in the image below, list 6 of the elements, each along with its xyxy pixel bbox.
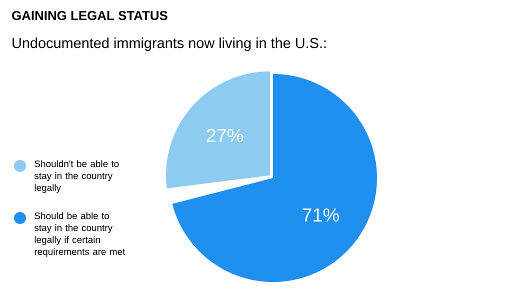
legend-label: Should be able to stay in the country legally if certain requirements are met xyxy=(34,212,126,257)
chart-subtitle: Undocumented immigrants now living in the U.S.: xyxy=(12,38,326,51)
chart-title: GAINING LEGAL STATUS xyxy=(12,10,168,20)
legend-label: Shouldn't be able to stay in the country legally xyxy=(34,160,119,193)
data-label: 27% xyxy=(206,128,244,142)
data-label: 71% xyxy=(302,208,339,222)
